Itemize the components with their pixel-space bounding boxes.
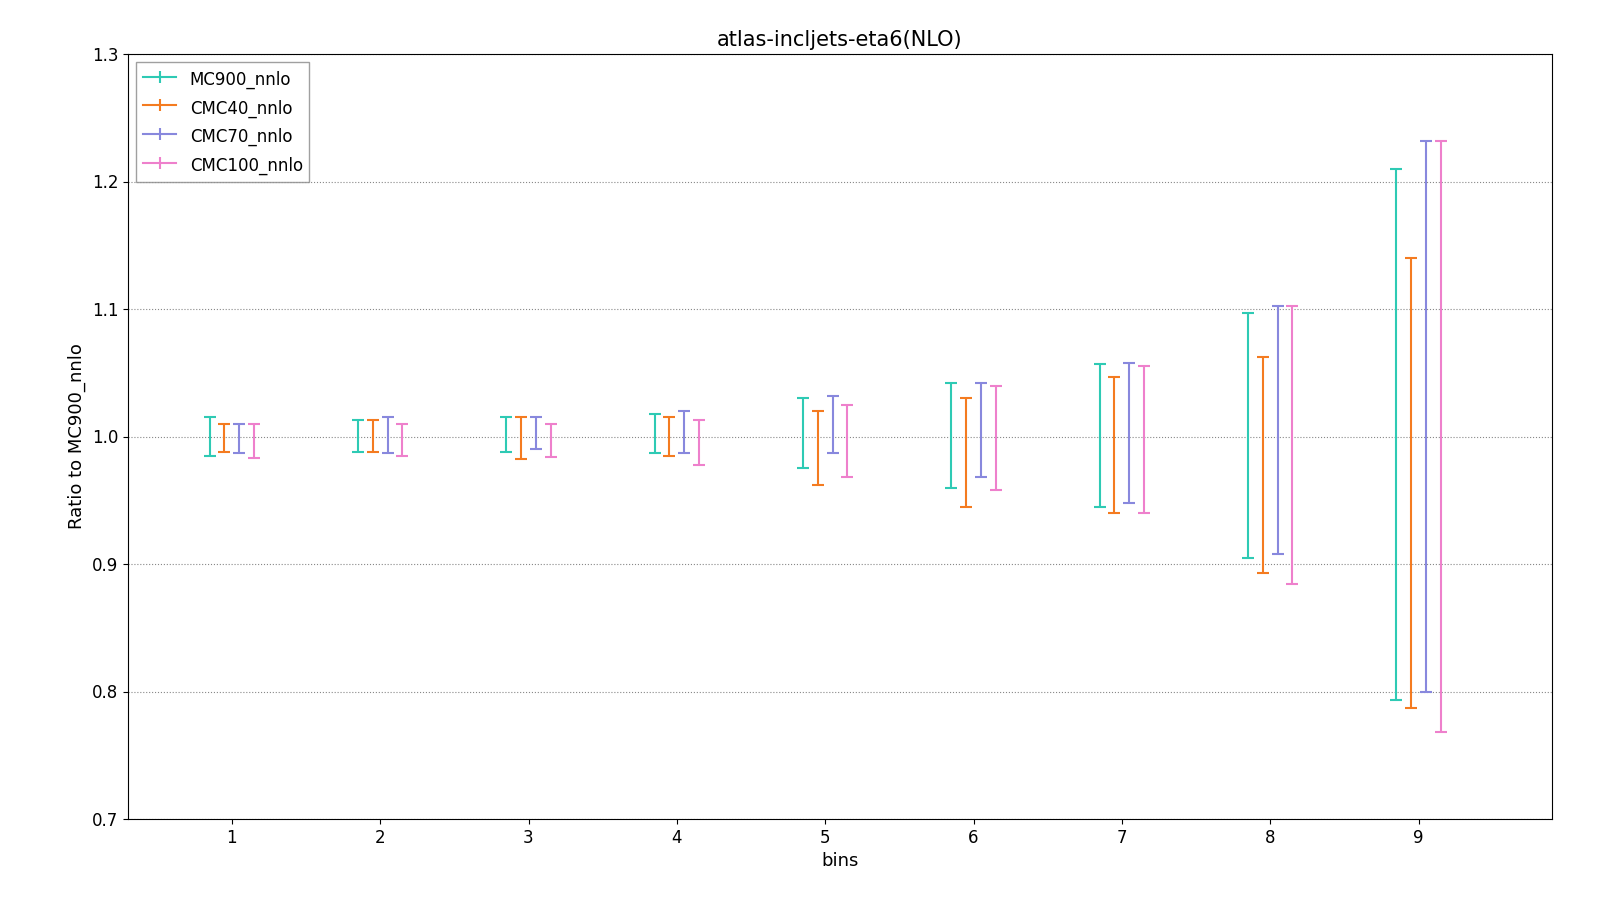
Legend: MC900_nnlo, CMC40_nnlo, CMC70_nnlo, CMC100_nnlo: MC900_nnlo, CMC40_nnlo, CMC70_nnlo, CMC1… [136,62,309,182]
Title: atlas-incljets-eta6(NLO): atlas-incljets-eta6(NLO) [717,30,963,50]
X-axis label: bins: bins [821,852,859,870]
Y-axis label: Ratio to MC900_nnlo: Ratio to MC900_nnlo [67,344,86,529]
